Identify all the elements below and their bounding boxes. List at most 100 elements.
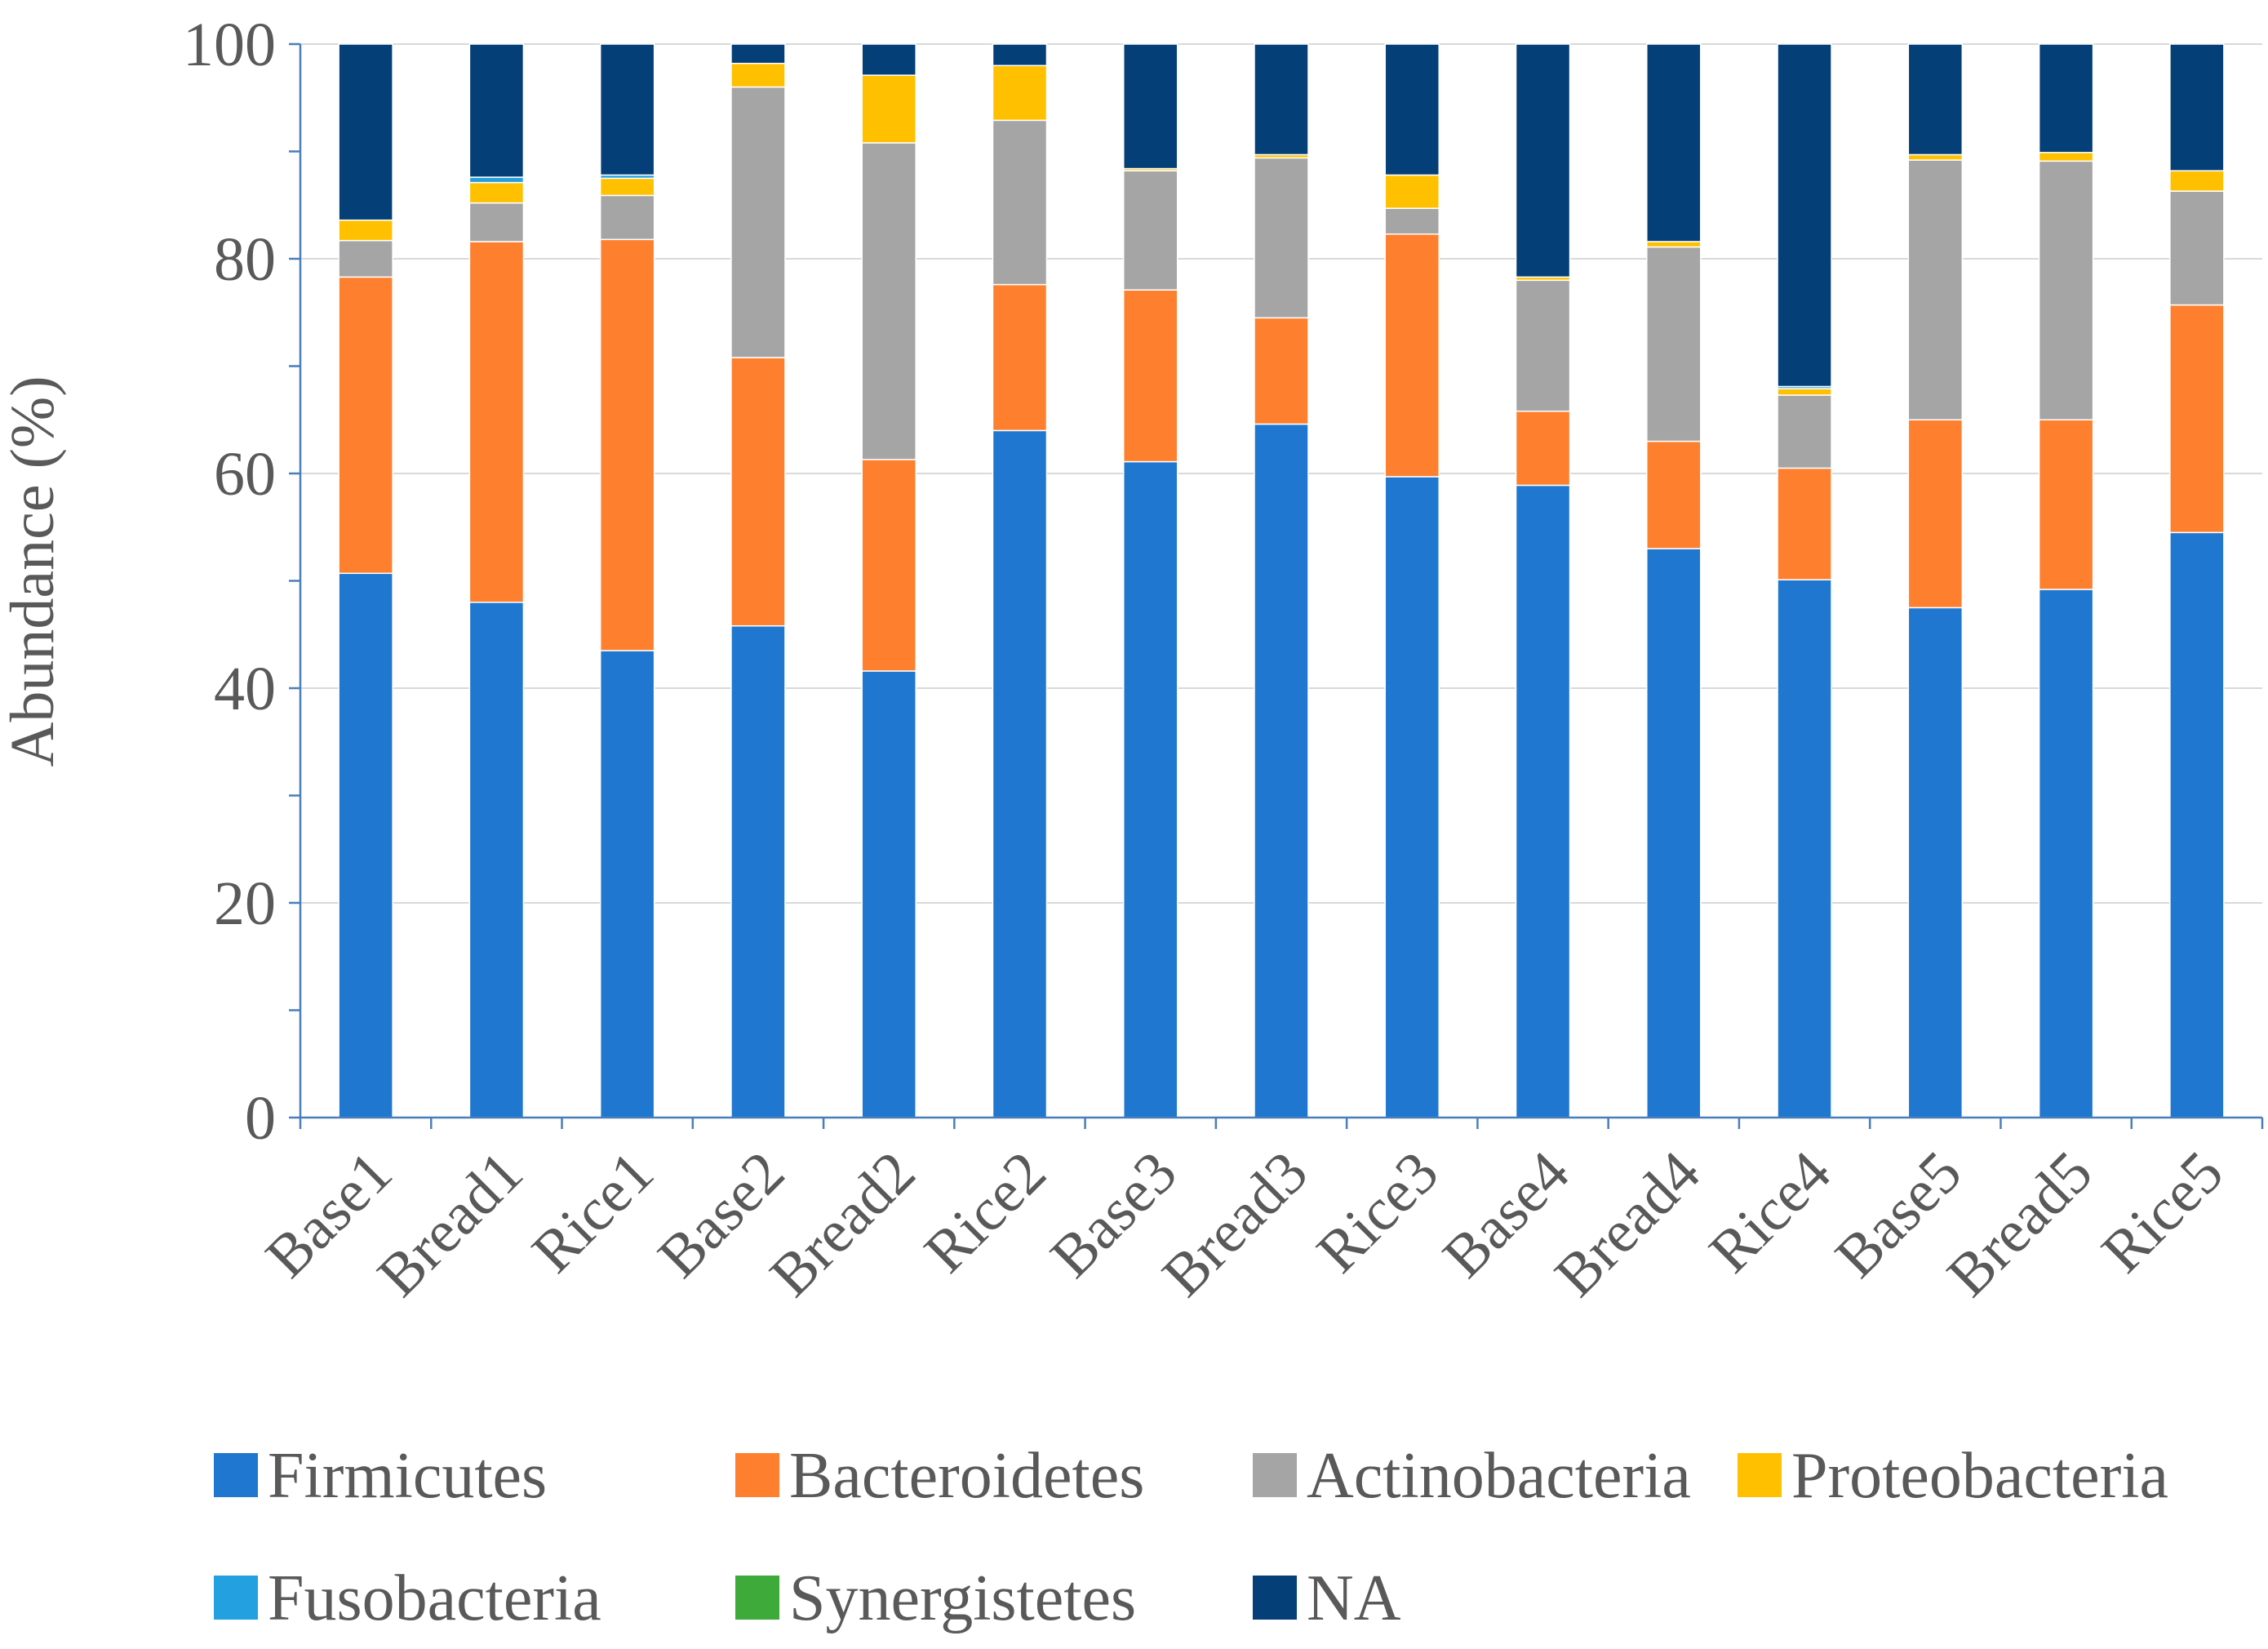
legend-swatch (1738, 1453, 1782, 1497)
bar-segment-proteobacteria-rice2 (992, 64, 1048, 122)
y-tick-label: 20 (214, 869, 276, 938)
bar-segment-na-base5 (1907, 43, 1964, 156)
x-tick-label: Rice4 (1697, 1139, 1844, 1286)
bar-segment-na-rice1 (599, 43, 655, 176)
x-tick-label: Bread4 (1542, 1139, 1713, 1309)
bar-segment-firmicutes-bread5 (2038, 589, 2094, 1118)
bar-segment-actinobacteria-bread3 (1254, 157, 1309, 319)
bar-segment-proteobacteria-bread2 (861, 74, 917, 144)
bar-segment-na-bread1 (468, 43, 525, 178)
x-tick-label: Bread3 (1150, 1139, 1320, 1309)
bar-segment-proteobacteria-rice4 (1777, 388, 1832, 396)
bar-segment-proteobacteria-bread1 (468, 181, 525, 204)
bar-segment-actinobacteria-rice2 (992, 119, 1048, 286)
legend-label: Bacteroidetes (789, 1440, 1144, 1512)
bar-segment-firmicutes-base4 (1515, 484, 1571, 1118)
bar-segment-firmicutes-base3 (1122, 460, 1178, 1118)
bar-segment-actinobacteria-rice4 (1777, 394, 1832, 469)
y-tick-label: 80 (214, 225, 276, 294)
bar-segment-bacteroidetes-rice2 (992, 283, 1048, 432)
x-tick-label: Bread2 (757, 1139, 928, 1309)
legend-label: Firmicutes (268, 1440, 547, 1512)
bar-segment-bacteroidetes-bread1 (468, 241, 525, 603)
bar-segment-proteobacteria-rice5 (2169, 170, 2225, 192)
x-tick-labels: Base1Bread1Rice1Base2Bread2Rice2Base3Bre… (253, 1139, 2236, 1309)
bar-segment-na-base2 (730, 43, 786, 64)
x-tick-label: Rice2 (912, 1139, 1059, 1286)
bar-segment-actinobacteria-base5 (1907, 159, 1964, 421)
bar-segment-na-bread5 (2038, 43, 2094, 153)
bar-segment-firmicutes-bread1 (468, 602, 525, 1118)
bar-segment-na-rice5 (2169, 43, 2225, 171)
legend: Firmicutes Bacteroidetes Actinobacteria Pro… (214, 1440, 2168, 1634)
bar-segment-actinobacteria-bread1 (468, 202, 525, 242)
bar-segment-firmicutes-bread3 (1254, 423, 1309, 1118)
y-tick-label: 0 (245, 1084, 276, 1153)
bar-segment-proteobacteria-bread5 (2038, 152, 2094, 162)
bar-segment-firmicutes-base1 (338, 572, 393, 1118)
legend-swatch (214, 1453, 258, 1497)
legend-swatch (214, 1576, 258, 1620)
bar-segment-actinobacteria-base2 (730, 86, 786, 358)
bar-segment-na-rice2 (992, 43, 1048, 67)
bar-segment-actinobacteria-bread5 (2038, 160, 2094, 421)
bar-segment-firmicutes-rice4 (1777, 579, 1832, 1118)
x-tick-label: Bread1 (365, 1139, 535, 1309)
bar-segment-bacteroidetes-rice4 (1777, 467, 1832, 580)
legend-swatch (735, 1453, 779, 1497)
x-tick-label: Rice1 (520, 1139, 667, 1286)
y-axis-label: Abundance (%) (0, 376, 67, 767)
bar-segment-proteobacteria-base5 (1907, 153, 1964, 161)
bar-segment-na-bread3 (1254, 43, 1309, 156)
legend-label: Proteobacteria (1791, 1440, 2168, 1512)
bar-segment-bacteroidetes-rice5 (2169, 304, 2225, 534)
x-tick-label: Rice5 (2089, 1139, 2236, 1286)
bar-segment-proteobacteria-rice3 (1384, 174, 1440, 209)
bar-segment-actinobacteria-rice1 (599, 194, 655, 241)
bar-segment-actinobacteria-base3 (1122, 170, 1178, 291)
y-tick-label: 100 (183, 11, 276, 79)
bar-segment-bacteroidetes-base2 (730, 357, 786, 627)
bar-segment-firmicutes-rice1 (599, 650, 655, 1118)
legend-label: Actinobacteria (1307, 1440, 1691, 1512)
bar-segment-proteobacteria-rice1 (599, 177, 655, 197)
x-tick-label: Rice3 (1304, 1139, 1451, 1286)
bar-segment-firmicutes-bread2 (861, 670, 917, 1118)
bar-segment-actinobacteria-base1 (338, 239, 393, 278)
bar-segment-actinobacteria-rice5 (2169, 190, 2225, 306)
bar-segment-bacteroidetes-bread5 (2038, 419, 2094, 590)
bar-segment-na-base3 (1122, 43, 1178, 170)
y-tick-labels: 0 20 40 60 80 100 (183, 11, 276, 1153)
bar-segment-na-bread4 (1646, 43, 1702, 242)
bar-segment-na-bread2 (861, 43, 917, 76)
bar-segment-bacteroidetes-bread4 (1646, 440, 1702, 549)
bar-segment-actinobacteria-bread4 (1646, 246, 1702, 442)
legend-swatch (1253, 1453, 1297, 1497)
bar-segment-actinobacteria-rice3 (1384, 207, 1440, 235)
bar-segment-bacteroidetes-bread2 (861, 459, 917, 672)
bar-segment-firmicutes-rice2 (992, 429, 1048, 1118)
bar-segment-bacteroidetes-base4 (1515, 410, 1571, 487)
bar-segment-bacteroidetes-rice3 (1384, 233, 1440, 478)
bar-segment-proteobacteria-base2 (730, 62, 786, 88)
bar-segment-fusobacteria-bread1 (468, 176, 525, 184)
bar-segment-na-base1 (338, 43, 393, 221)
legend-swatch (1253, 1576, 1297, 1620)
legend-swatch (735, 1576, 779, 1620)
bar-segment-firmicutes-base2 (730, 624, 786, 1118)
bar-segment-bacteroidetes-base1 (338, 276, 393, 575)
axes (289, 42, 2264, 1129)
x-tick-label: Bread5 (1935, 1139, 2106, 1309)
legend-label: Fusobacteria (268, 1562, 601, 1634)
bar-segment-na-rice3 (1384, 43, 1440, 176)
bar-segment-bacteroidetes-bread3 (1254, 317, 1309, 425)
legend-label: Synergistetes (789, 1562, 1136, 1634)
bar-segment-actinobacteria-base4 (1515, 279, 1571, 412)
bars-group (338, 43, 2225, 1118)
bar-segment-bacteroidetes-base5 (1907, 419, 1964, 609)
bar-segment-proteobacteria-bread4 (1646, 241, 1702, 248)
bar-segment-bacteroidetes-base3 (1122, 289, 1178, 463)
y-tick-label: 60 (214, 440, 276, 509)
legend-label: NA (1307, 1562, 1401, 1634)
